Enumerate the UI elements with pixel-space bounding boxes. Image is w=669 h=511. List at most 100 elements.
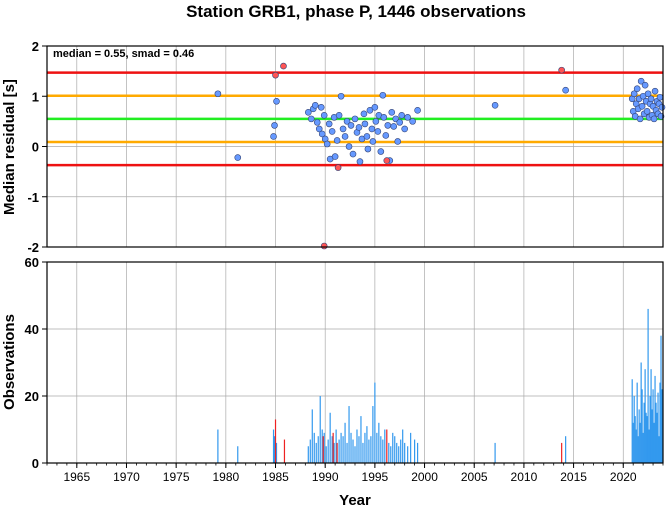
observation-bar	[644, 369, 646, 463]
residual-point	[394, 138, 402, 145]
observation-bar	[410, 432, 412, 463]
observations-y-tick-label: 20	[25, 389, 39, 404]
observation-bar	[640, 362, 642, 463]
observation-bar	[370, 436, 372, 463]
observation-bar	[653, 422, 655, 463]
residual-point	[317, 104, 325, 111]
residual-point	[280, 62, 287, 70]
residual-point	[339, 125, 347, 133]
observation-bar	[416, 442, 419, 463]
residual-point	[347, 122, 355, 129]
residual-point	[401, 125, 408, 133]
observation-bar	[366, 426, 368, 463]
residual-point	[637, 77, 645, 85]
observation-bar	[638, 409, 640, 463]
year-tick-label: 2000	[411, 470, 438, 484]
observation-bar	[657, 392, 659, 463]
residual-point	[382, 132, 390, 139]
observation-bar	[649, 396, 651, 463]
observation-bar	[382, 439, 384, 463]
residual-point	[345, 143, 353, 150]
observation-bar	[364, 432, 366, 463]
observation-bar	[332, 432, 334, 463]
residual-point	[307, 115, 315, 123]
observation-bar	[651, 409, 653, 463]
observation-bar	[384, 429, 386, 463]
observation-bar	[348, 406, 350, 463]
observation-bar	[321, 429, 323, 463]
residual-point	[315, 125, 323, 133]
observation-bar	[331, 436, 333, 463]
observation-bar	[400, 439, 402, 463]
observation-bar	[646, 416, 648, 463]
observation-bar	[374, 382, 376, 463]
residual-point	[384, 122, 392, 129]
observation-bar	[342, 436, 344, 463]
observation-bar	[356, 429, 358, 463]
observation-bar	[311, 409, 313, 463]
residual-panel: median = 0.55, smad = 0.46 -2 -1 0 1 2 Media…	[1, 39, 666, 255]
observation-bar	[404, 442, 406, 463]
observation-bar	[352, 439, 354, 463]
year-tick-label: 1965	[63, 470, 90, 484]
observation-bar	[237, 446, 239, 463]
residual-point	[374, 128, 382, 135]
residual-point	[380, 114, 388, 121]
observation-bar	[394, 436, 396, 463]
residual-point	[651, 87, 659, 95]
observation-bar	[272, 429, 275, 463]
observation-bar	[637, 436, 639, 463]
observation-bar	[335, 429, 337, 463]
residual-point	[333, 137, 341, 144]
year-tick-label: 2020	[610, 470, 637, 484]
residual-point	[630, 90, 638, 98]
residual-point	[305, 109, 312, 116]
residual-y-tick-label: 2	[32, 39, 39, 54]
year-tick-label: 1995	[362, 470, 389, 484]
observation-bar	[647, 308, 649, 463]
observation-bar	[565, 436, 567, 463]
observation-bar	[654, 375, 656, 463]
residual-point	[409, 118, 416, 125]
residual-point	[366, 107, 374, 114]
observation-bar	[319, 396, 321, 463]
observation-bar	[652, 389, 654, 463]
year-tick-label: 1990	[312, 470, 339, 484]
observation-bar	[274, 419, 277, 463]
residual-point	[371, 104, 379, 111]
observation-bar	[217, 429, 219, 463]
residual-point	[214, 90, 222, 98]
observation-bar	[659, 382, 661, 463]
observation-bar	[322, 436, 324, 463]
observation-bar	[309, 439, 311, 463]
observation-bar	[313, 432, 315, 463]
residual-point	[351, 115, 359, 123]
residual-point	[644, 90, 652, 98]
observation-bar	[344, 422, 346, 463]
year-tick-label: 1985	[262, 470, 289, 484]
observations-y-tick-label: 0	[32, 456, 39, 471]
residual-point	[271, 122, 278, 129]
observation-bar	[661, 389, 663, 463]
residual-point	[334, 164, 342, 171]
observation-bar	[333, 442, 335, 463]
observation-bar	[639, 422, 641, 463]
residual-point	[650, 115, 658, 123]
observations-plot-area	[47, 262, 663, 463]
residual-y-tick-label: 0	[32, 140, 39, 155]
residual-point	[363, 133, 371, 140]
residual-point	[364, 145, 372, 153]
observation-bar	[378, 422, 380, 463]
residual-point	[404, 114, 411, 121]
residual-point	[341, 133, 349, 140]
observations-y-axis-label: Observations	[1, 314, 18, 410]
median-smad-annotation: median = 0.55, smad = 0.46	[53, 48, 194, 60]
observation-bar	[633, 396, 635, 463]
observation-bar	[648, 429, 650, 463]
residual-point	[633, 85, 641, 93]
residual-point	[383, 157, 391, 164]
residual-point	[343, 118, 351, 125]
observation-bar	[414, 439, 416, 463]
observations-panel: 0 20 40 60 1965 1970 1975 1980 1985 1990 1995 2000…	[1, 255, 664, 509]
